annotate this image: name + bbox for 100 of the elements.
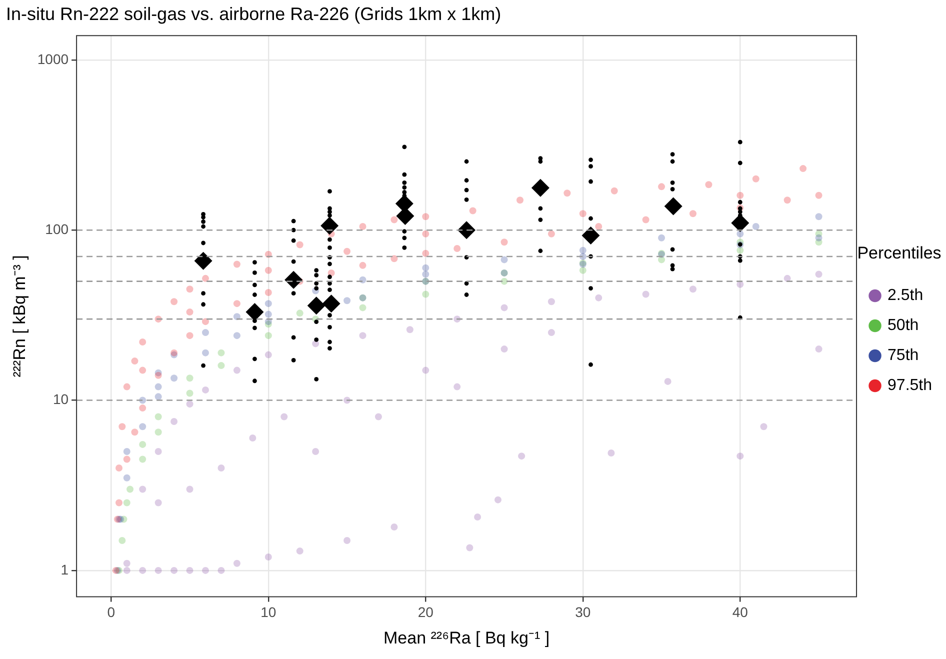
point — [815, 213, 822, 220]
point — [320, 216, 339, 235]
y-tick-label: 1 — [60, 561, 69, 578]
point — [500, 304, 508, 312]
point — [608, 449, 615, 456]
point — [390, 255, 398, 262]
point — [170, 374, 178, 382]
point — [186, 566, 194, 574]
point — [131, 428, 138, 436]
point — [516, 196, 524, 204]
point — [280, 413, 288, 420]
point — [469, 207, 476, 214]
point — [344, 297, 351, 304]
chart-title: In-situ Rn-222 soil-gas vs. airborne Ra-226 (Grids 1km x 1km) — [6, 4, 502, 24]
point — [815, 270, 822, 278]
point — [359, 332, 366, 340]
x-tick-label: 30 — [575, 604, 591, 620]
point — [454, 244, 461, 252]
point — [139, 338, 146, 346]
point — [154, 499, 162, 506]
point — [139, 456, 146, 463]
point — [218, 566, 225, 574]
point — [396, 207, 414, 226]
point — [218, 349, 225, 356]
point — [344, 536, 351, 544]
x-tick-label: 20 — [418, 604, 434, 620]
point — [264, 332, 272, 340]
point — [658, 234, 666, 242]
point — [736, 230, 744, 238]
point — [815, 192, 822, 199]
point — [642, 290, 650, 298]
x-axis-title: Mean ²²⁶Ra [ Bq kg⁻¹ ] — [384, 628, 550, 648]
point — [579, 246, 586, 254]
point — [548, 329, 555, 336]
point — [123, 456, 130, 463]
point — [359, 304, 366, 312]
point — [422, 230, 430, 238]
y-axis-title: ²²²Rn [ kBq m⁻³ ] — [10, 255, 29, 378]
point — [500, 256, 508, 264]
point — [233, 332, 240, 340]
point — [233, 300, 240, 308]
point — [186, 332, 194, 340]
point — [548, 230, 555, 238]
point — [170, 298, 178, 306]
point — [658, 183, 666, 190]
point — [595, 294, 602, 302]
point — [815, 346, 822, 353]
y-tick-label: 100 — [45, 220, 69, 237]
point — [202, 318, 209, 326]
legend-label: 50th — [888, 317, 919, 334]
point — [246, 303, 264, 322]
point — [154, 413, 162, 420]
point — [406, 326, 414, 334]
x-tick-label: 40 — [732, 604, 748, 620]
point — [186, 486, 194, 493]
point — [154, 566, 162, 574]
point — [249, 434, 256, 442]
point — [139, 366, 146, 374]
point — [186, 374, 194, 382]
point — [264, 553, 272, 560]
point — [126, 486, 134, 493]
point — [154, 393, 162, 400]
point — [760, 423, 768, 430]
point — [170, 566, 178, 574]
point — [307, 296, 326, 315]
point — [466, 544, 474, 552]
point — [642, 216, 650, 224]
point — [194, 252, 212, 270]
point — [390, 216, 398, 224]
point — [736, 452, 744, 460]
point — [689, 210, 696, 218]
point — [123, 560, 130, 567]
x-tick-label: 10 — [260, 604, 276, 620]
point — [202, 349, 209, 356]
y-tick-label: 10 — [52, 391, 69, 408]
point — [312, 448, 320, 455]
point — [296, 548, 304, 555]
point — [123, 566, 130, 574]
point — [202, 566, 209, 574]
point — [390, 524, 398, 530]
point — [454, 383, 461, 390]
point — [752, 175, 760, 182]
point — [322, 294, 340, 313]
point — [202, 329, 209, 336]
point — [579, 210, 586, 218]
point — [731, 214, 750, 232]
point — [264, 351, 272, 358]
point — [264, 300, 272, 308]
point — [284, 270, 303, 289]
point — [579, 252, 586, 260]
point — [233, 313, 240, 320]
point — [131, 358, 138, 365]
point — [494, 496, 502, 504]
point — [202, 386, 209, 394]
point — [202, 274, 209, 282]
point — [186, 390, 194, 397]
point — [154, 372, 162, 379]
point — [139, 423, 146, 430]
point — [123, 474, 130, 482]
point — [422, 366, 430, 374]
